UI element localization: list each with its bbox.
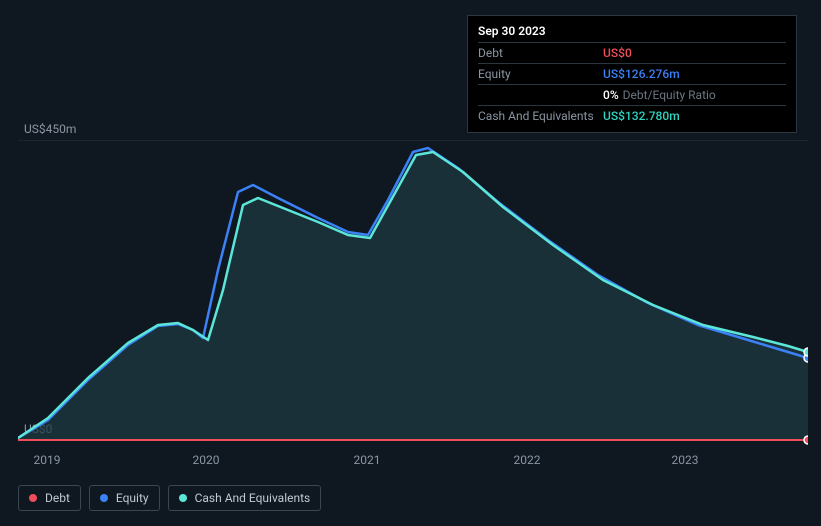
legend-label: Debt — [45, 491, 70, 505]
x-axis-tick: 2023 — [672, 453, 699, 467]
tooltip-row-value: US$126.276m — [603, 65, 680, 83]
tooltip-row: EquityUS$126.276m — [478, 63, 786, 84]
tooltip-row-value: 0% — [603, 86, 619, 104]
tooltip-row: 0%Debt/Equity Ratio — [478, 84, 786, 105]
legend-label: Cash And Equivalents — [195, 491, 311, 505]
tooltip-row-label — [478, 86, 603, 104]
tooltip-row-label: Equity — [478, 65, 603, 83]
legend-item[interactable]: Equity — [89, 485, 160, 511]
tooltip-row-label: Cash And Equivalents — [478, 107, 603, 125]
x-axis-tick: 2019 — [34, 453, 61, 467]
x-axis-tick: 2022 — [514, 453, 541, 467]
y-axis-max-label: US$450m — [24, 122, 76, 136]
tooltip-date: Sep 30 2023 — [478, 22, 786, 42]
chart-legend: Debt Equity Cash And Equivalents — [18, 485, 321, 511]
tooltip-row-label: Debt — [478, 44, 603, 62]
legend-swatch-icon — [29, 494, 37, 502]
x-axis-tick: 2020 — [193, 453, 220, 467]
chart-tooltip: Sep 30 2023 DebtUS$0EquityUS$126.276m0%D… — [467, 15, 797, 133]
x-axis-tick: 2021 — [354, 453, 381, 467]
legend-swatch-icon — [179, 494, 187, 502]
financial-area-chart — [18, 140, 808, 446]
tooltip-row: Cash And EquivalentsUS$132.780m — [478, 105, 786, 126]
tooltip-row-value: US$0 — [603, 44, 632, 62]
tooltip-row-suffix: Debt/Equity Ratio — [623, 86, 716, 104]
legend-swatch-icon — [100, 494, 108, 502]
legend-item[interactable]: Debt — [18, 485, 81, 511]
legend-label: Equity — [116, 491, 149, 505]
tooltip-row: DebtUS$0 — [478, 42, 786, 63]
legend-item[interactable]: Cash And Equivalents — [168, 485, 322, 511]
tooltip-row-value: US$132.780m — [603, 107, 680, 125]
